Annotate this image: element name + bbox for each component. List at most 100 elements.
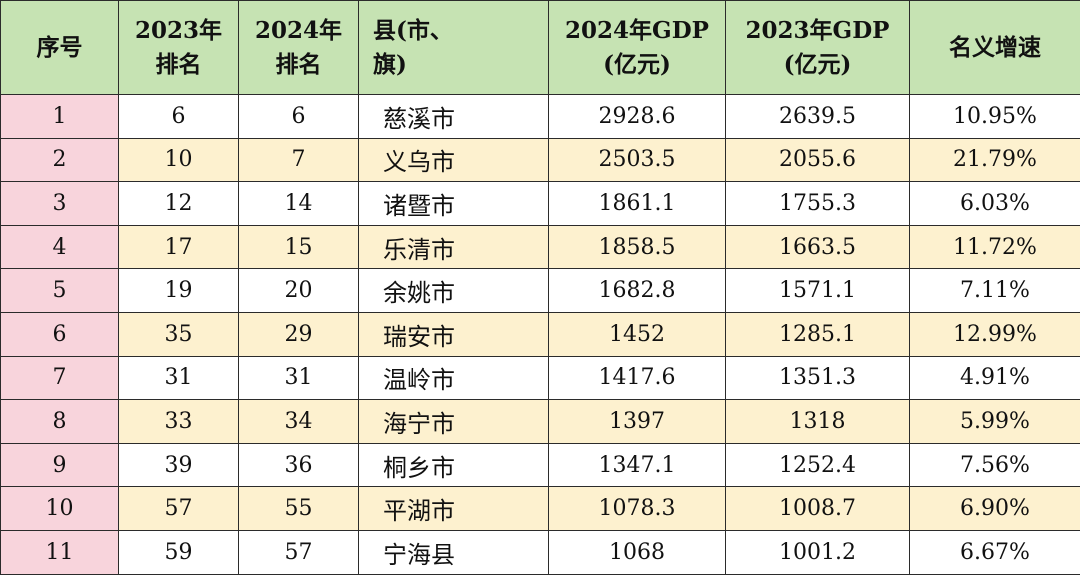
header-rank-2024: 2024年 排名 xyxy=(239,1,359,95)
table-row: 4 17 15 乐清市 1858.5 1663.5 11.72% xyxy=(1,225,1080,269)
header-gdp-2023: 2023年GDP (亿元) xyxy=(726,1,910,95)
header-county-line1: 县(市、 xyxy=(373,14,548,48)
cell-gdp-2024: 1068 xyxy=(549,530,726,574)
cell-rank-2024: 55 xyxy=(239,487,359,531)
table-row: 8 33 34 海宁市 1397 1318 5.99% xyxy=(1,400,1080,444)
cell-county: 慈溪市 xyxy=(359,95,549,139)
cell-index: 8 xyxy=(1,400,119,444)
cell-growth: 6.03% xyxy=(910,182,1080,226)
cell-gdp-2024: 1682.8 xyxy=(549,269,726,313)
cell-rank-2023: 39 xyxy=(119,443,239,487)
cell-county: 宁海县 xyxy=(359,530,549,574)
cell-index: 4 xyxy=(1,225,119,269)
cell-gdp-2023: 1351.3 xyxy=(726,356,910,400)
cell-index: 5 xyxy=(1,269,119,313)
header-gdp-2024-line1: 2024年GDP xyxy=(549,14,725,48)
header-rank-2024-line1: 2024年 xyxy=(239,14,358,48)
cell-county: 义乌市 xyxy=(359,138,549,182)
cell-county: 平湖市 xyxy=(359,487,549,531)
cell-growth: 10.95% xyxy=(910,95,1080,139)
cell-rank-2024: 20 xyxy=(239,269,359,313)
cell-gdp-2024: 1858.5 xyxy=(549,225,726,269)
cell-growth: 21.79% xyxy=(910,138,1080,182)
header-county: 县(市、 旗) xyxy=(359,1,549,95)
cell-rank-2023: 33 xyxy=(119,400,239,444)
cell-index: 6 xyxy=(1,312,119,356)
cell-gdp-2023: 1008.7 xyxy=(726,487,910,531)
cell-growth: 6.90% xyxy=(910,487,1080,531)
header-rank-2023: 2023年 排名 xyxy=(119,1,239,95)
cell-county: 海宁市 xyxy=(359,400,549,444)
cell-gdp-2023: 2055.6 xyxy=(726,138,910,182)
cell-rank-2024: 36 xyxy=(239,443,359,487)
cell-rank-2024: 57 xyxy=(239,530,359,574)
cell-growth: 6.67% xyxy=(910,530,1080,574)
table-row: 2 10 7 义乌市 2503.5 2055.6 21.79% xyxy=(1,138,1080,182)
cell-growth: 11.72% xyxy=(910,225,1080,269)
cell-growth: 12.99% xyxy=(910,312,1080,356)
table-row: 6 35 29 瑞安市 1452 1285.1 12.99% xyxy=(1,312,1080,356)
cell-county: 乐清市 xyxy=(359,225,549,269)
cell-index: 2 xyxy=(1,138,119,182)
cell-index: 1 xyxy=(1,95,119,139)
cell-gdp-2024: 1397 xyxy=(549,400,726,444)
cell-gdp-2023: 1663.5 xyxy=(726,225,910,269)
header-gdp-2023-line2: (亿元) xyxy=(726,48,909,82)
cell-gdp-2024: 1417.6 xyxy=(549,356,726,400)
header-rank-2023-line2: 排名 xyxy=(119,48,238,82)
cell-gdp-2023: 1285.1 xyxy=(726,312,910,356)
cell-index: 7 xyxy=(1,356,119,400)
cell-rank-2024: 15 xyxy=(239,225,359,269)
cell-gdp-2023: 1001.2 xyxy=(726,530,910,574)
cell-gdp-2023: 1318 xyxy=(726,400,910,444)
cell-index: 3 xyxy=(1,182,119,226)
cell-growth: 7.11% xyxy=(910,269,1080,313)
cell-rank-2023: 57 xyxy=(119,487,239,531)
header-gdp-2023-line1: 2023年GDP xyxy=(726,14,909,48)
cell-gdp-2024: 1347.1 xyxy=(549,443,726,487)
header-rank-2024-line2: 排名 xyxy=(239,48,358,82)
cell-growth: 7.56% xyxy=(910,443,1080,487)
table-header-row: 序号 2023年 排名 2024年 排名 县(市、 旗) 2024年GDP (亿… xyxy=(1,1,1080,95)
cell-gdp-2024: 1078.3 xyxy=(549,487,726,531)
table-row: 9 39 36 桐乡市 1347.1 1252.4 7.56% xyxy=(1,443,1080,487)
cell-rank-2024: 29 xyxy=(239,312,359,356)
cell-rank-2023: 59 xyxy=(119,530,239,574)
cell-gdp-2024: 2503.5 xyxy=(549,138,726,182)
cell-gdp-2023: 1755.3 xyxy=(726,182,910,226)
cell-county: 温岭市 xyxy=(359,356,549,400)
header-rank-2023-line1: 2023年 xyxy=(119,14,238,48)
cell-rank-2023: 6 xyxy=(119,95,239,139)
cell-gdp-2024: 2928.6 xyxy=(549,95,726,139)
cell-rank-2024: 31 xyxy=(239,356,359,400)
cell-gdp-2024: 1861.1 xyxy=(549,182,726,226)
cell-rank-2023: 35 xyxy=(119,312,239,356)
cell-county: 余姚市 xyxy=(359,269,549,313)
header-growth: 名义增速 xyxy=(910,1,1080,95)
cell-county: 诸暨市 xyxy=(359,182,549,226)
cell-index: 9 xyxy=(1,443,119,487)
cell-rank-2023: 12 xyxy=(119,182,239,226)
cell-county: 瑞安市 xyxy=(359,312,549,356)
cell-rank-2023: 10 xyxy=(119,138,239,182)
table-row: 10 57 55 平湖市 1078.3 1008.7 6.90% xyxy=(1,487,1080,531)
cell-growth: 5.99% xyxy=(910,400,1080,444)
table-row: 3 12 14 诸暨市 1861.1 1755.3 6.03% xyxy=(1,182,1080,226)
cell-county: 桐乡市 xyxy=(359,443,549,487)
cell-rank-2024: 14 xyxy=(239,182,359,226)
cell-gdp-2023: 1252.4 xyxy=(726,443,910,487)
cell-gdp-2023: 2639.5 xyxy=(726,95,910,139)
cell-growth: 4.91% xyxy=(910,356,1080,400)
table-row: 1 6 6 慈溪市 2928.6 2639.5 10.95% xyxy=(1,95,1080,139)
table-row: 11 59 57 宁海县 1068 1001.2 6.67% xyxy=(1,530,1080,574)
cell-rank-2023: 17 xyxy=(119,225,239,269)
table-row: 7 31 31 温岭市 1417.6 1351.3 4.91% xyxy=(1,356,1080,400)
header-county-line2: 旗) xyxy=(373,48,548,82)
header-gdp-2024: 2024年GDP (亿元) xyxy=(549,1,726,95)
cell-gdp-2024: 1452 xyxy=(549,312,726,356)
cell-rank-2024: 6 xyxy=(239,95,359,139)
cell-rank-2024: 34 xyxy=(239,400,359,444)
cell-rank-2024: 7 xyxy=(239,138,359,182)
cell-gdp-2023: 1571.1 xyxy=(726,269,910,313)
